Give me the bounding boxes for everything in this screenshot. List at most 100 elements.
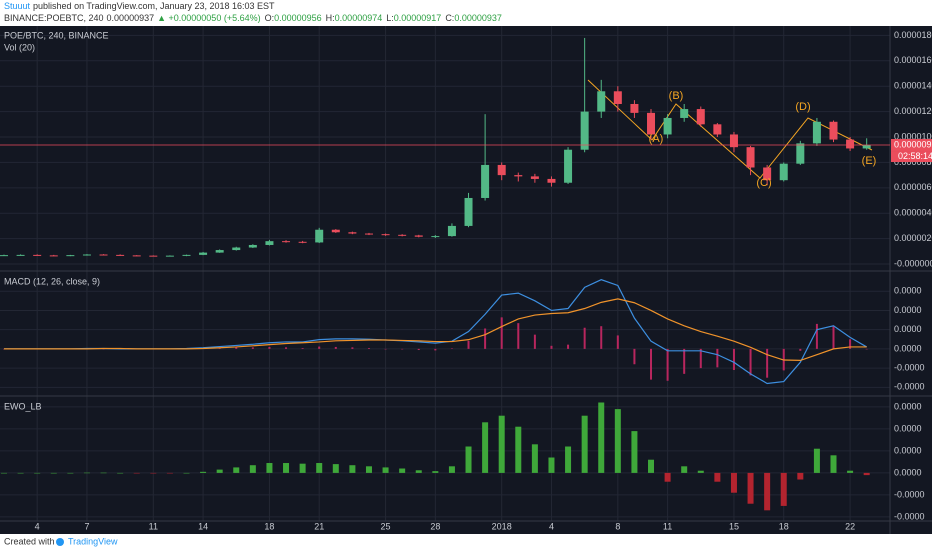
candle-body: [812, 121, 821, 144]
y-tick-label: 0.0000: [894, 305, 922, 315]
ewo-bar: [100, 472, 107, 474]
y-tick-label: -0.0000: [894, 511, 925, 521]
ewo-bar: [166, 472, 173, 474]
macd-title: MACD (12, 26, close, 9): [4, 276, 100, 286]
histogram-bar: [749, 348, 752, 376]
ewo-bar: [200, 471, 207, 473]
ewo-bar: [50, 472, 57, 474]
histogram-bar: [384, 348, 387, 350]
histogram-bar: [401, 348, 404, 350]
symbol: BINANCE:POEBTC, 240: [4, 13, 104, 23]
wave-label: (E): [862, 155, 877, 167]
ewo-bar: [448, 466, 455, 473]
low: 0.00000917: [394, 13, 442, 23]
ewo-bar: [631, 431, 638, 473]
ewo-bar: [681, 466, 688, 473]
ewo-bar: [34, 472, 41, 474]
candle-body: [265, 241, 274, 245]
wave-label: (A): [649, 133, 664, 145]
histogram-bar: [484, 328, 487, 349]
candle-body: [116, 254, 125, 256]
histogram-bar: [865, 348, 868, 350]
candle-body: [763, 167, 772, 181]
candle-body: [779, 163, 788, 181]
high: 0.00000974: [335, 13, 383, 23]
histogram-bar: [417, 348, 420, 351]
candle-body: [298, 241, 307, 243]
candle-body: [431, 236, 440, 238]
candle-body: [696, 109, 705, 125]
main-title: POE/BTC, 240, BINANCE: [4, 30, 109, 40]
x-tick-label: 11: [663, 521, 672, 531]
footer-created: Created with: [4, 536, 55, 546]
y-tick-label: 0.0000: [894, 467, 922, 477]
candle-body: [547, 178, 556, 183]
ewo-bar: [482, 422, 489, 473]
ewo-bar: [830, 455, 837, 473]
candle-body: [647, 112, 656, 135]
candle-body: [49, 255, 58, 257]
ewo-bar: [216, 469, 223, 473]
candle-body: [530, 176, 539, 179]
candle-body: [746, 147, 755, 168]
x-tick-label: 18: [264, 521, 274, 531]
x-tick-label: 15: [729, 521, 739, 531]
histogram-bar: [815, 323, 818, 349]
ewo-bar: [299, 463, 306, 473]
histogram-bar: [450, 348, 453, 349]
ewo-bar: [863, 472, 870, 476]
candle-body: [729, 134, 738, 148]
close: 0.00000937: [454, 13, 502, 23]
y-tick-label: 0.0000: [894, 423, 922, 433]
histogram-bar: [732, 348, 735, 371]
candle-body: [215, 250, 224, 253]
y-tick-label: -0.0000: [894, 382, 925, 392]
ewo-bar: [332, 464, 339, 473]
ewo-bar: [67, 472, 74, 474]
footer-bg: [0, 534, 932, 550]
candle-body: [829, 121, 838, 140]
histogram-bar: [517, 323, 520, 349]
ewo-bar: [465, 446, 472, 473]
candle-body: [862, 145, 871, 149]
candle-body: [846, 139, 855, 149]
candle-body: [564, 149, 573, 183]
y-tick-label: 0.0000: [894, 343, 922, 353]
candle-body: [680, 109, 689, 118]
ewo-bar: [730, 472, 737, 493]
wave-label: (C): [756, 177, 771, 189]
ewo-bar: [382, 467, 389, 473]
ewo-bar: [415, 470, 422, 473]
histogram-bar: [318, 346, 321, 349]
candle-body: [182, 254, 191, 256]
ewo-bar: [133, 472, 140, 474]
histogram-bar: [683, 348, 686, 374]
ewo-bar: [249, 465, 256, 473]
ewo-bar: [598, 402, 605, 473]
open: 0.00000956: [274, 13, 322, 23]
y-tick-label: 0.00001600: [894, 55, 932, 65]
histogram-bar: [550, 345, 553, 349]
x-tick-label: 21: [314, 521, 324, 531]
ewo-bar: [183, 472, 190, 474]
ewo-bar: [565, 446, 572, 473]
histogram-bar: [666, 348, 669, 381]
open-label: O:: [265, 13, 275, 23]
ewo-bar: [581, 415, 588, 473]
candle-body: [597, 91, 606, 112]
histogram-bar: [583, 327, 586, 349]
y-tick-label: 0.00001000: [894, 131, 932, 141]
histogram-bar: [434, 348, 437, 351]
x-tick-label: 28: [430, 521, 440, 531]
change: ▲ +0.00000050 (+5.64%): [157, 13, 260, 23]
high-label: H:: [326, 13, 335, 23]
published: published on TradingView.com, January 23…: [33, 1, 275, 11]
histogram-bar: [268, 346, 271, 349]
y-tick-label: 0.0000: [894, 324, 922, 334]
candle-body: [66, 255, 75, 257]
candle-body: [497, 164, 506, 176]
y-tick-label: 0.0000: [894, 286, 922, 296]
wave-label: (D): [795, 101, 810, 113]
ewo-bar: [548, 457, 555, 473]
